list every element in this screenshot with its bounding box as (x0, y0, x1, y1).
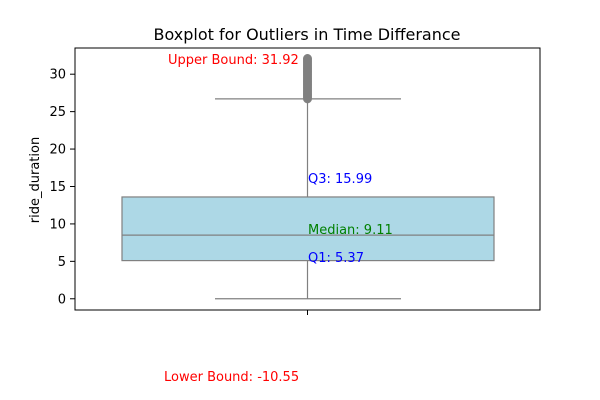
annotation-q3: Q3: 15.99 (308, 172, 372, 187)
y-tick-label: 15 (49, 180, 66, 195)
annotation-median: Median: 9.11 (308, 223, 393, 238)
y-tick-label: 10 (49, 217, 66, 232)
annotation-q1: Q1: 5.37 (308, 251, 364, 266)
iqr-box (121, 196, 495, 262)
y-axis-label: ride_duration (28, 137, 43, 223)
y-tick-label: 5 (58, 255, 66, 270)
y-tick-label: 25 (49, 105, 66, 120)
annotation-lower-bound: Lower Bound: -10.55 (164, 370, 299, 385)
y-tick-label: 20 (49, 143, 66, 158)
annotation-upper-bound: Upper Bound: 31.92 (168, 53, 299, 68)
chart-title: Boxplot for Outliers in Time Differance (153, 25, 460, 44)
y-tick-label: 30 (49, 68, 66, 83)
outlier-point (303, 54, 312, 63)
y-tick-label: 0 (58, 292, 66, 307)
